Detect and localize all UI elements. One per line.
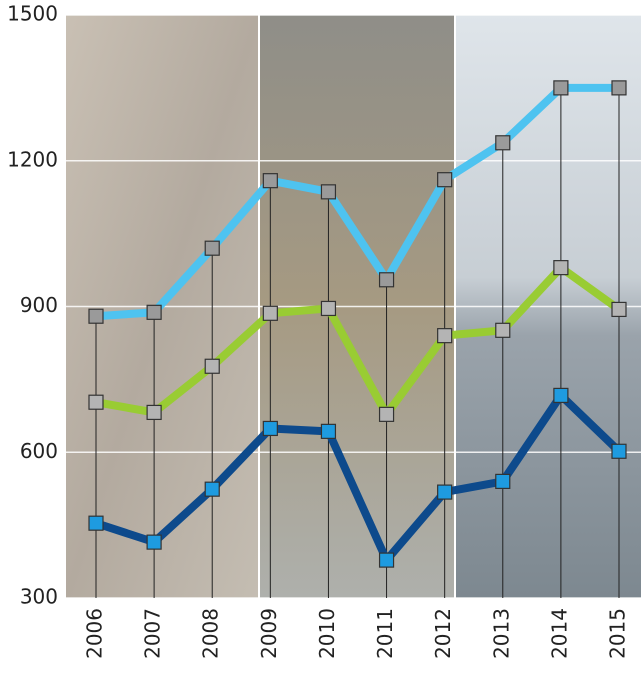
marker [204, 358, 220, 374]
marker [611, 80, 627, 96]
x-tick-label: 2006 [83, 608, 107, 659]
series-line [95, 83, 619, 321]
series-line [94, 391, 622, 565]
x-tick-label: 2011 [373, 608, 397, 659]
marker [553, 80, 569, 96]
marker [553, 387, 569, 404]
marker [378, 272, 395, 288]
marker [437, 172, 453, 188]
marker [378, 406, 395, 422]
x-tick-label: 2015 [606, 608, 630, 659]
marker [204, 481, 220, 497]
marker [262, 420, 278, 437]
marker [88, 515, 104, 531]
x-tick-label: 2009 [257, 608, 281, 659]
x-tick-label: 2008 [199, 608, 223, 659]
marker [495, 135, 511, 151]
y-tick-label: 300 [20, 585, 58, 609]
marker [88, 394, 104, 410]
x-tick-label: 2010 [315, 608, 339, 659]
marker [437, 328, 453, 344]
marker [437, 484, 453, 500]
y-tick-label: 1500 [7, 2, 58, 26]
x-tick-label: 2014 [547, 608, 571, 659]
marker [262, 305, 278, 321]
x-tick-label: 2012 [431, 608, 455, 659]
marker [146, 534, 162, 550]
series-line [95, 263, 622, 419]
y-tick-label: 600 [20, 439, 58, 463]
marker [88, 308, 104, 324]
marker [611, 301, 627, 318]
marker [320, 184, 337, 200]
y-tick-label: 1200 [7, 147, 58, 171]
marker [320, 423, 337, 439]
marker [262, 173, 278, 189]
x-tick-label: 2007 [141, 608, 165, 659]
marker [146, 304, 162, 320]
marker [204, 240, 220, 256]
marker [495, 473, 511, 489]
marker [378, 552, 395, 568]
marker [553, 260, 569, 276]
marker [495, 322, 511, 338]
marker [146, 404, 162, 421]
marker [320, 300, 337, 317]
y-tick-label: 900 [20, 293, 58, 317]
marker [611, 443, 627, 459]
x-tick-label: 2013 [489, 608, 513, 659]
